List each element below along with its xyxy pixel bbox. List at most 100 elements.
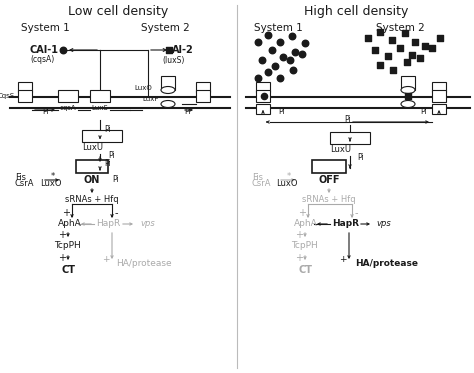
Point (376, 29, 384, 35)
Text: LuxS: LuxS (91, 105, 109, 111)
Text: Fis: Fis (15, 172, 26, 182)
Bar (256, 104, 270, 114)
Text: High cell density: High cell density (304, 6, 408, 19)
Point (268, 47, 276, 53)
Point (388, 37, 396, 43)
Text: System 1: System 1 (21, 23, 69, 33)
Text: Pi: Pi (345, 115, 351, 123)
Text: Pi: Pi (104, 159, 111, 167)
Text: Pi: Pi (357, 153, 364, 162)
Text: vps: vps (140, 219, 155, 229)
Text: Pi: Pi (112, 176, 119, 185)
Bar (432, 90, 446, 102)
Ellipse shape (401, 100, 415, 107)
Text: TcpPH: TcpPH (54, 241, 81, 251)
Text: LuxO: LuxO (276, 179, 298, 188)
Text: sRNAs + Hfq: sRNAs + Hfq (65, 195, 119, 204)
Bar (432, 82, 446, 92)
Point (376, 62, 384, 68)
Point (165, 47, 173, 53)
Point (436, 35, 444, 41)
Text: Fis: Fis (252, 172, 263, 182)
Point (401, 30, 409, 36)
Ellipse shape (401, 87, 415, 94)
Point (260, 93, 268, 99)
Point (301, 40, 309, 46)
Text: Pi: Pi (420, 107, 428, 116)
Text: Pi: Pi (43, 107, 49, 116)
Text: Low cell density: Low cell density (68, 6, 168, 19)
Bar (90, 90, 110, 102)
Bar (18, 90, 32, 102)
Text: vps: vps (376, 219, 391, 229)
Text: +: + (58, 253, 66, 263)
Text: System 1: System 1 (254, 23, 302, 33)
Bar (82, 130, 122, 142)
Ellipse shape (161, 87, 175, 94)
Bar (161, 76, 175, 90)
Bar (58, 90, 78, 102)
Text: CqsS: CqsS (0, 93, 15, 99)
Point (384, 53, 392, 59)
Bar (196, 82, 210, 92)
Point (416, 55, 424, 61)
Point (258, 57, 266, 63)
Text: Pi: Pi (108, 150, 115, 160)
Point (279, 54, 287, 60)
Point (371, 47, 379, 53)
Point (288, 33, 296, 39)
Point (404, 93, 412, 99)
Text: LuxU: LuxU (330, 145, 351, 154)
Text: +: + (295, 253, 303, 263)
Text: cqsA: cqsA (60, 105, 76, 111)
Point (298, 51, 306, 57)
Text: AI-2: AI-2 (172, 45, 194, 55)
Text: HA/protease: HA/protease (355, 258, 418, 267)
Bar (432, 104, 446, 114)
Bar (76, 160, 108, 173)
Point (389, 67, 397, 73)
Point (254, 39, 262, 45)
Text: CsrA: CsrA (252, 179, 272, 188)
Text: CT: CT (62, 265, 76, 275)
Point (254, 75, 262, 81)
Point (396, 45, 404, 51)
Bar (18, 82, 32, 92)
Bar (312, 160, 346, 173)
Text: AphA: AphA (294, 219, 318, 229)
Bar (401, 76, 415, 90)
Point (271, 63, 279, 69)
Text: +: + (295, 230, 303, 240)
Bar (330, 132, 370, 144)
Text: HapR: HapR (332, 219, 359, 229)
Text: System 2: System 2 (375, 23, 424, 33)
Text: CsrA: CsrA (15, 179, 35, 188)
Text: +: + (62, 208, 70, 218)
Point (403, 59, 411, 65)
Text: -: - (114, 208, 118, 218)
Text: System 2: System 2 (141, 23, 190, 33)
Text: -: - (354, 208, 358, 218)
Point (286, 57, 294, 63)
Point (276, 39, 284, 45)
Point (264, 69, 272, 75)
Bar (256, 82, 270, 92)
Point (59, 47, 67, 53)
Point (411, 39, 419, 45)
Bar (196, 90, 210, 102)
Point (291, 49, 299, 55)
Text: LuxP: LuxP (142, 96, 158, 102)
Text: +: + (102, 256, 110, 264)
Ellipse shape (161, 100, 175, 107)
Text: LuxU: LuxU (82, 144, 103, 153)
Text: HapR: HapR (96, 219, 120, 229)
Text: CT: CT (299, 265, 313, 275)
Text: AphA: AphA (58, 219, 82, 229)
Text: Pi: Pi (279, 107, 285, 116)
Text: sRNAs + Hfq: sRNAs + Hfq (302, 195, 356, 204)
Text: Pi: Pi (185, 107, 191, 116)
Text: CAI-1: CAI-1 (30, 45, 59, 55)
Text: TcpPH: TcpPH (291, 241, 318, 251)
Text: Pi: Pi (104, 125, 111, 135)
Point (364, 35, 372, 41)
